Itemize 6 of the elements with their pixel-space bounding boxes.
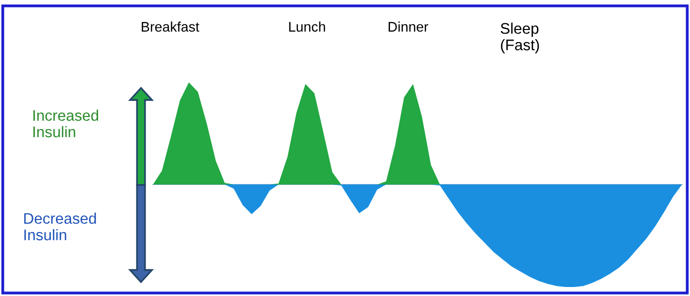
- text: Breakfast: [142, 22, 200, 32]
- text: Sleep (Fast): [500, 22, 539, 54]
- text: Dinner: [388, 22, 428, 32]
- text: Decreased Insulin: [24, 212, 96, 240]
- text: Lunch: [289, 22, 326, 32]
- text: Increased Insulin: [33, 110, 98, 138]
